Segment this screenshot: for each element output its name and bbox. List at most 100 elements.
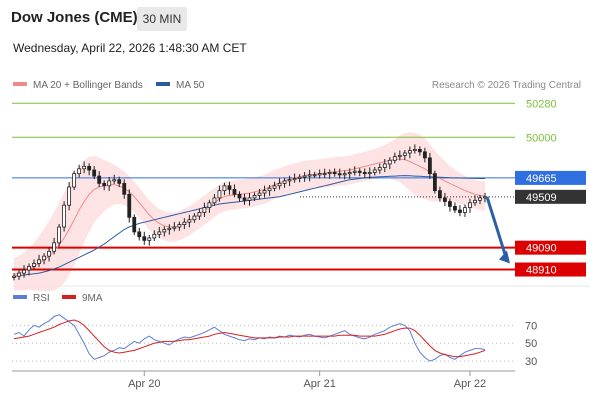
- candle-body: [277, 182, 282, 187]
- candle-body: [332, 172, 337, 175]
- rsi-level-label-70: 70: [525, 320, 537, 332]
- candle-body: [137, 231, 142, 238]
- candle-body: [237, 193, 242, 199]
- candle-body: [242, 197, 247, 201]
- time-tick-label: Apr 20: [128, 378, 160, 390]
- candle-body: [302, 175, 307, 178]
- chart-header: Dow Jones (CME) 30 MIN: [0, 0, 590, 38]
- level-badge-49090: [515, 240, 586, 255]
- level-label-49509: 49509: [526, 192, 557, 204]
- candle-body: [362, 172, 367, 175]
- candle-body: [112, 179, 117, 182]
- candle-body: [402, 152, 407, 156]
- candle-body: [212, 197, 217, 204]
- candle-body: [147, 237, 152, 241]
- candle-body: [262, 190, 267, 194]
- candle-body: [357, 170, 362, 173]
- level-label-49665: 49665: [526, 173, 557, 185]
- time-tick-label: Apr 21: [303, 378, 335, 390]
- level-badge-49665: [515, 170, 586, 185]
- candle-body: [217, 190, 222, 199]
- candle-body: [312, 174, 317, 177]
- candle-body: [122, 182, 127, 195]
- level-label-50000: 50000: [526, 132, 557, 144]
- candle-body: [22, 269, 26, 274]
- candle-body: [87, 165, 92, 171]
- time-tick-label: Apr 22: [454, 378, 486, 390]
- candle-body: [337, 173, 342, 176]
- candle-body: [322, 173, 327, 176]
- candle-body: [32, 263, 36, 267]
- candle-body: [92, 169, 97, 177]
- legend-rsi-swatch: [13, 295, 27, 300]
- copyright-text: Research © 2026 Trading Central: [431, 80, 581, 91]
- timeframe-button[interactable]: 30 MIN: [137, 7, 187, 31]
- forecast-arrow-shaft: [485, 196, 508, 258]
- level-badge-48910: [515, 262, 586, 277]
- legend-ma50-label: MA 50: [176, 80, 205, 91]
- candle-body: [52, 242, 56, 252]
- candle-body: [297, 176, 302, 179]
- candle-body: [468, 202, 472, 209]
- legend-ma50: MA 50: [156, 80, 204, 91]
- candle-body: [453, 206, 457, 211]
- candle-body: [82, 165, 87, 170]
- candle-body: [247, 197, 252, 201]
- candle-body: [252, 195, 257, 199]
- candle-body: [257, 192, 262, 196]
- candle-body: [127, 193, 132, 218]
- candle-body: [227, 185, 232, 190]
- candle-body: [77, 168, 82, 175]
- candle-body: [172, 226, 177, 229]
- candle-body: [132, 216, 137, 233]
- level-badge-49509: [515, 189, 586, 204]
- forecast-arrow-head: [499, 250, 510, 264]
- candle-body: [478, 197, 482, 201]
- candle-body: [347, 172, 352, 175]
- instrument-title: Dow Jones (CME): [11, 9, 138, 26]
- candle-body: [222, 185, 227, 192]
- rsi-line: [13, 314, 486, 362]
- candle-body: [282, 180, 287, 184]
- candle-body: [12, 275, 16, 278]
- candle-body: [422, 151, 427, 159]
- legend-rsi-label: RSI: [33, 293, 50, 304]
- legend-ma20-swatch: [13, 82, 27, 87]
- rsi-level-label-30: 30: [525, 356, 537, 368]
- level-label-49090: 49090: [526, 243, 557, 255]
- candle-body: [397, 155, 402, 158]
- legend-ma50-swatch: [156, 82, 170, 87]
- candle-body: [287, 179, 292, 182]
- level-label-50280: 50280: [526, 98, 557, 110]
- candle-body: [177, 224, 182, 228]
- candle-body: [202, 207, 207, 213]
- candle-body: [27, 266, 31, 271]
- rsi-9ma-line: [13, 319, 486, 358]
- candle-body: [267, 187, 272, 192]
- candle-body: [427, 157, 432, 175]
- candle-body: [463, 207, 467, 213]
- candle-body: [67, 186, 72, 206]
- candle-body: [307, 174, 312, 177]
- candle-body: [17, 272, 21, 277]
- candle-body: [342, 173, 347, 176]
- candle-body: [102, 182, 107, 187]
- rsi-level-label-50: 50: [525, 338, 537, 350]
- candle-body: [47, 250, 51, 257]
- candle-body: [458, 209, 462, 213]
- candle-body: [162, 229, 167, 233]
- candle-body: [367, 172, 372, 175]
- candle-body: [72, 173, 77, 188]
- legend-9ma-swatch: [62, 295, 76, 300]
- candle-body: [473, 199, 477, 204]
- candle-body: [37, 259, 41, 264]
- candle-body: [377, 167, 382, 171]
- chart-datetime: Wednesday, April 22, 2026 1:48:30 AM CET: [13, 41, 247, 55]
- candle-body: [57, 226, 61, 244]
- candle-body: [187, 219, 192, 223]
- candle-body: [392, 156, 397, 161]
- candle-body: [232, 189, 237, 195]
- candle-body: [42, 255, 46, 261]
- candle-body: [117, 179, 122, 184]
